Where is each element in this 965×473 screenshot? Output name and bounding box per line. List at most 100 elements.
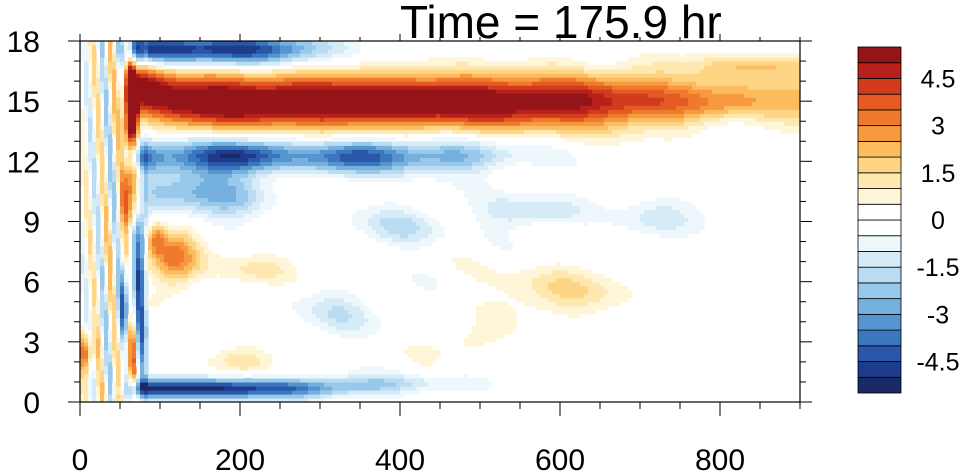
heatmap-cell <box>136 217 141 223</box>
heatmap-cell <box>164 229 169 235</box>
heatmap-cell <box>240 277 245 283</box>
heatmap-cell <box>124 381 129 387</box>
heatmap-cell <box>124 149 129 154</box>
heatmap-cell <box>224 173 229 178</box>
heatmap-cell <box>320 121 325 126</box>
heatmap-cell <box>236 173 241 178</box>
heatmap-cell <box>296 141 301 146</box>
heatmap-cell <box>592 137 597 142</box>
heatmap-cell <box>172 397 177 402</box>
heatmap-cell <box>256 397 261 402</box>
heatmap-cell <box>156 141 161 146</box>
heatmap-cell <box>164 221 169 227</box>
heatmap-cell <box>356 381 361 387</box>
heatmap-cell <box>640 221 645 227</box>
heatmap-cell <box>496 161 501 166</box>
heatmap-cell <box>136 317 141 323</box>
heatmap-cell <box>504 201 509 207</box>
heatmap-cell <box>388 241 393 247</box>
heatmap-cell <box>360 333 365 339</box>
heatmap-cell <box>572 129 577 134</box>
heatmap-cell <box>84 165 89 170</box>
heatmap-cell <box>536 293 541 299</box>
heatmap-cell <box>444 157 449 162</box>
heatmap-cell <box>164 265 169 271</box>
heatmap-cell <box>84 301 89 307</box>
heatmap-cell <box>416 125 421 130</box>
heatmap-cell <box>216 269 221 275</box>
heatmap-cell <box>124 349 129 355</box>
heatmap-cell <box>272 193 277 199</box>
heatmap-cell <box>268 269 273 275</box>
heatmap-cell <box>604 209 609 215</box>
heatmap-cell <box>400 141 405 146</box>
heatmap-cell <box>156 121 161 126</box>
heatmap-cell <box>512 197 517 203</box>
heatmap-cell <box>180 169 185 174</box>
heatmap-cell <box>204 141 209 146</box>
heatmap-cell <box>628 289 633 295</box>
heatmap-cell <box>168 241 173 247</box>
heatmap-cell <box>124 221 129 227</box>
heatmap-cell <box>676 213 681 219</box>
heatmap-cell <box>244 137 249 142</box>
heatmap-cell <box>236 217 241 223</box>
heatmap-cell <box>232 381 237 387</box>
heatmap-cell <box>360 217 365 223</box>
heatmap-cell <box>596 277 601 283</box>
heatmap-cell <box>504 237 509 243</box>
heatmap-cell <box>180 261 185 267</box>
heatmap-cell <box>608 125 613 130</box>
heatmap-cell <box>176 185 181 191</box>
heatmap-cell <box>244 361 249 367</box>
heatmap-cell <box>144 337 149 343</box>
heatmap-cell <box>132 241 137 247</box>
heatmap-cell <box>300 309 305 315</box>
heatmap-cell <box>680 221 685 227</box>
heatmap-cell <box>528 157 533 162</box>
heatmap-cell <box>692 221 697 227</box>
heatmap-cell <box>532 273 537 279</box>
heatmap-cell <box>260 145 265 150</box>
heatmap-cell <box>248 185 253 191</box>
heatmap-cell <box>108 261 113 267</box>
heatmap-cell <box>100 321 105 327</box>
heatmap-cell <box>240 125 245 130</box>
heatmap-cell <box>648 129 653 134</box>
heatmap-cell <box>140 317 145 323</box>
heatmap-cell <box>132 281 137 287</box>
heatmap-cell <box>216 205 221 211</box>
heatmap-cell <box>608 133 613 138</box>
heatmap-cell <box>480 269 485 275</box>
heatmap-cell <box>384 233 389 239</box>
heatmap-cell <box>176 389 181 395</box>
heatmap-cell <box>244 193 249 199</box>
heatmap-cell <box>132 277 137 283</box>
heatmap-cell <box>208 141 213 146</box>
heatmap-cell <box>440 177 445 182</box>
heatmap-cell <box>80 137 85 142</box>
heatmap-cell <box>484 277 489 283</box>
heatmap-cell <box>172 289 177 295</box>
heatmap-cell <box>356 165 361 170</box>
heatmap-cell <box>484 189 489 195</box>
heatmap-cell <box>184 245 189 251</box>
heatmap-cell <box>488 157 493 162</box>
heatmap-cell <box>576 129 581 134</box>
heatmap-cell <box>84 233 89 239</box>
heatmap-cell <box>124 397 129 402</box>
heatmap-cell <box>572 193 577 199</box>
heatmap-cell <box>120 217 125 223</box>
heatmap-cell <box>672 125 677 130</box>
heatmap-cell <box>180 241 185 247</box>
heatmap-cell <box>108 129 113 134</box>
heatmap-cell <box>584 137 589 142</box>
heatmap-cell <box>648 221 653 227</box>
heatmap-cell <box>376 217 381 223</box>
heatmap-cell <box>588 309 593 315</box>
heatmap-cell <box>284 257 289 263</box>
heatmap-cell <box>148 165 153 170</box>
heatmap-cell <box>364 141 369 146</box>
heatmap-cell <box>124 193 129 199</box>
heatmap-cell <box>652 221 657 227</box>
